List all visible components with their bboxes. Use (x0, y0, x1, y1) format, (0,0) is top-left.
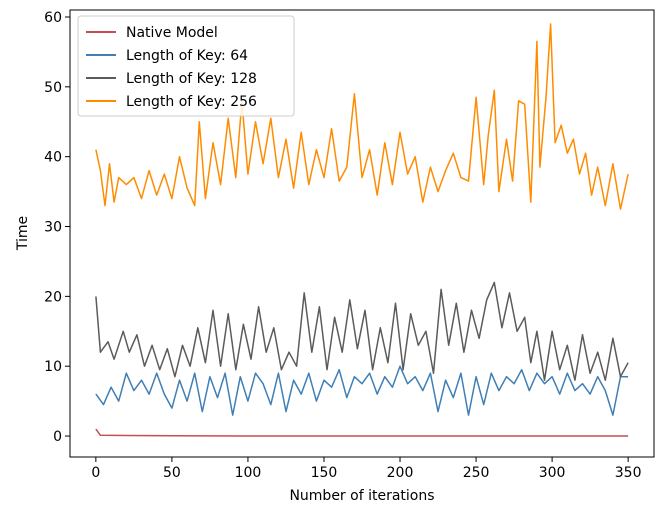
y-tick-label: 0 (53, 429, 62, 445)
legend-frame (77, 15, 295, 117)
legend-label-4: Length of Key: 256 (126, 94, 257, 110)
legend: Native Model Length of Key: 64 Length of K… (77, 15, 295, 117)
y-tick-label: 30 (44, 220, 62, 236)
y-tick-label: 10 (44, 359, 62, 375)
x-tick-label: 250 (463, 465, 490, 481)
series-line-2 (95, 365, 629, 416)
legend-label-3: Length of Key: 128 (126, 71, 257, 87)
x-axis-label: Number of iterations (289, 488, 434, 504)
y-tick-label: 40 (44, 150, 62, 166)
x-tick-label: 50 (163, 465, 181, 481)
y-tick-label: 50 (44, 80, 62, 96)
series-line-3 (95, 281, 629, 381)
y-tick-label: 60 (44, 10, 62, 26)
legend-label-1: Native Model (126, 25, 218, 41)
axes-frame (69, 9, 655, 458)
y-axis-label: Time (15, 216, 31, 251)
x-tick-label: 150 (311, 465, 338, 481)
ticks-layer: 0 50 100 150 200 250 300 350 0 10 20 30 40 50 60 (44, 10, 641, 481)
series-layer (95, 23, 629, 437)
series-line-1 (95, 428, 629, 437)
x-tick-label: 0 (91, 465, 100, 481)
x-tick-label: 100 (235, 465, 262, 481)
y-tick-label: 20 (44, 289, 62, 305)
legend-label-2: Length of Key: 64 (126, 48, 248, 64)
x-tick-label: 200 (387, 465, 414, 481)
x-tick-label: 300 (539, 465, 566, 481)
series-line-4 (95, 23, 629, 210)
x-tick-label: 350 (615, 465, 642, 481)
